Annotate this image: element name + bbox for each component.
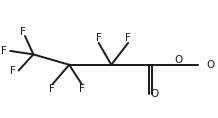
Text: F: F <box>1 46 7 56</box>
Text: F: F <box>125 33 131 43</box>
Text: O: O <box>150 89 159 99</box>
Text: F: F <box>20 27 26 38</box>
Text: F: F <box>10 65 16 76</box>
Text: F: F <box>79 84 85 94</box>
Text: F: F <box>96 33 102 43</box>
Text: O: O <box>206 60 214 70</box>
Text: F: F <box>49 84 55 94</box>
Text: O: O <box>175 55 183 65</box>
